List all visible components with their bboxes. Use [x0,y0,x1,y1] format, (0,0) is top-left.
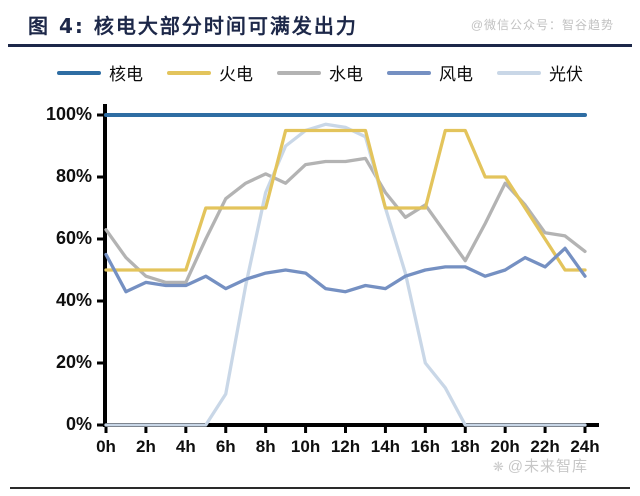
x-tick-label: 22h [530,437,560,456]
x-tick-label: 2h [135,437,156,456]
legend-swatch-solar-icon [497,70,541,75]
legend-label-wind: 风电 [439,65,473,85]
top-watermark: @微信公众号：智谷趋势 [470,18,614,32]
y-tick-label: 60% [55,228,92,248]
figure-title: 图 4: 核电大部分时间可满发出力 [28,14,358,38]
x-tick-label: 14h [370,437,401,456]
legend-label-solar: 光伏 [549,65,583,85]
bottom-rule [10,487,630,489]
x-tick-label: 8h [255,437,276,456]
legend-swatch-hydro-icon [277,70,321,75]
series-line-4 [104,122,587,427]
y-tick-label: 0% [65,414,92,434]
x-tick-label: 0h [96,437,116,456]
x-tick-label: 18h [450,437,480,456]
y-tick-label: 40% [55,290,92,310]
legend-swatch-thermal-icon [167,70,211,75]
chart-legend: 核电 火电 水电 风电 光伏 [0,60,640,85]
y-tick-label: 80% [55,166,92,186]
x-tick-label: 12h [330,437,361,456]
legend-item-hydro: 水电 [277,60,363,85]
series-line-3 [104,246,587,294]
y-tick-label: 20% [55,352,92,372]
x-tick-label: 24h [570,437,600,456]
series-line-1 [104,128,587,272]
legend-label-nuclear: 核电 [109,65,143,85]
x-tick-label: 20h [490,437,520,456]
x-tick-label: 10h [290,437,321,456]
x-tick-label: 16h [410,437,440,456]
legend-swatch-wind-icon [387,70,431,75]
legend-item-thermal: 火电 [167,60,253,85]
x-tick-label: 4h [175,437,196,456]
x-tick-label: 6h [215,437,236,456]
bottom-watermark-text: @未来智库 [507,458,588,475]
bottom-watermark: ❋ @未来智库 [493,455,588,476]
legend-swatch-nuclear-icon [57,70,101,75]
y-tick-label: 100% [45,104,92,124]
legend-label-thermal: 火电 [219,65,253,85]
legend-item-nuclear: 核电 [57,60,143,85]
weilai-zhiku-logo-icon: ❋ [492,459,505,474]
title-rule [8,44,632,47]
legend-item-wind: 风电 [387,60,473,85]
series-line-2 [104,156,587,285]
legend-item-solar: 光伏 [497,60,583,85]
legend-label-hydro: 水电 [329,65,363,85]
